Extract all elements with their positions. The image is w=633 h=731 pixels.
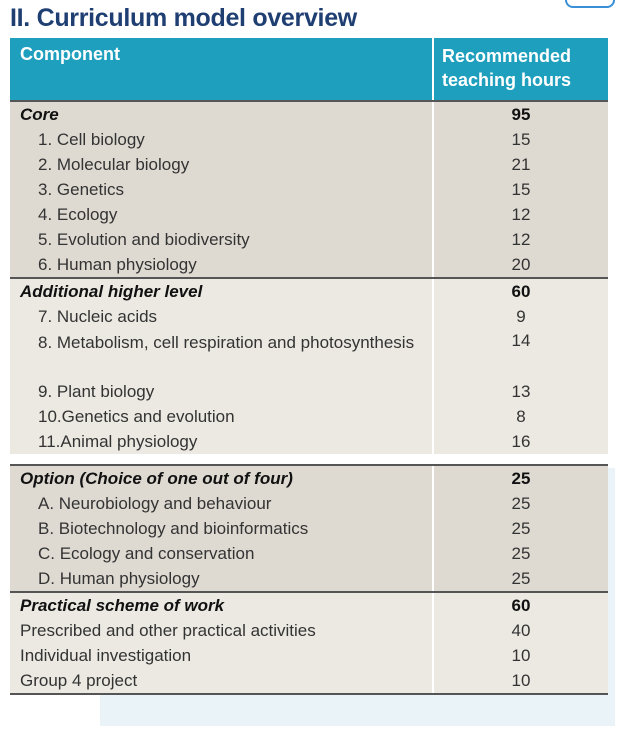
- row-label: C. Ecology and conservation: [10, 541, 434, 566]
- section-heading-row: Option (Choice of one out of four) 25: [10, 466, 608, 491]
- section-option: Option (Choice of one out of four) 25 A.…: [10, 464, 608, 591]
- section-heading-row: Additional higher level 60: [10, 279, 608, 304]
- table-row: 2. Molecular biology 21: [10, 152, 608, 177]
- row-hours: 10: [511, 645, 531, 665]
- row-label: Group 4 project: [10, 668, 434, 693]
- section-heading: Additional higher level: [10, 279, 434, 304]
- row-label: 11.Animal physiology: [10, 429, 434, 454]
- section-gap: [10, 454, 608, 464]
- row-hours: 8: [516, 406, 526, 426]
- section-additional-higher-level: Additional higher level 60 7. Nucleic ac…: [10, 277, 608, 454]
- header-hours: Recommended teaching hours: [442, 46, 572, 90]
- page-title: II. Curriculum model overview: [10, 4, 357, 32]
- section-hours: 25: [511, 468, 531, 488]
- section-core: Core 95 1. Cell biology 15 2. Molecular b…: [10, 100, 608, 277]
- table-row: 10.Genetics and evolution 8: [10, 404, 608, 429]
- row-label: 7. Nucleic acids: [10, 304, 434, 329]
- row-hours: 12: [511, 204, 531, 224]
- header-component: Component: [10, 38, 434, 100]
- row-label: 3. Genetics: [10, 177, 434, 202]
- section-heading: Core: [10, 102, 434, 127]
- row-hours: 14: [511, 331, 531, 350]
- table-row: Individual investigation 10: [10, 643, 608, 668]
- row-label: 1. Cell biology: [10, 127, 434, 152]
- row-label: A. Neurobiology and behaviour: [10, 491, 434, 516]
- table-row: Prescribed and other practical activitie…: [10, 618, 608, 643]
- row-hours: 9: [516, 306, 526, 326]
- row-label: 5. Evolution and biodiversity: [10, 227, 434, 252]
- row-hours: 16: [511, 431, 531, 451]
- row-hours: 25: [511, 518, 531, 538]
- row-label: B. Biotechnology and bioinformatics: [10, 516, 434, 541]
- table-row: 8. Metabolism, cell respiration and phot…: [10, 329, 608, 379]
- row-label: Prescribed and other practical activitie…: [10, 618, 434, 643]
- curriculum-table: Component Recommended teaching hours Cor…: [10, 38, 608, 695]
- section-practical-scheme: Practical scheme of work 60 Prescribed a…: [10, 591, 608, 695]
- table-row: 6. Human physiology 20: [10, 252, 608, 277]
- row-hours: 40: [511, 620, 531, 640]
- table-row: D. Human physiology 25: [10, 566, 608, 591]
- row-hours: 15: [511, 179, 531, 199]
- row-label: D. Human physiology: [10, 566, 434, 591]
- table-row: 3. Genetics 15: [10, 177, 608, 202]
- row-label: Individual investigation: [10, 643, 434, 668]
- section-heading: Practical scheme of work: [10, 593, 434, 618]
- row-hours: 25: [511, 493, 531, 513]
- table-row: 7. Nucleic acids 9: [10, 304, 608, 329]
- table-row: C. Ecology and conservation 25: [10, 541, 608, 566]
- table-row: 4. Ecology 12: [10, 202, 608, 227]
- section-heading-row: Practical scheme of work 60: [10, 593, 608, 618]
- row-hours: 25: [511, 543, 531, 563]
- row-label: 9. Plant biology: [10, 379, 434, 404]
- row-hours: 12: [511, 229, 531, 249]
- row-hours: 20: [511, 254, 531, 274]
- table-row: 11.Animal physiology 16: [10, 429, 608, 454]
- row-hours: 25: [511, 568, 531, 588]
- table-row: 5. Evolution and biodiversity 12: [10, 227, 608, 252]
- table-header: Component Recommended teaching hours: [10, 38, 608, 100]
- row-hours: 21: [511, 154, 531, 174]
- table-row: B. Biotechnology and bioinformatics 25: [10, 516, 608, 541]
- section-heading-row: Core 95: [10, 102, 608, 127]
- section-heading: Option (Choice of one out of four): [10, 466, 434, 491]
- row-hours: 10: [511, 670, 531, 690]
- row-label: 6. Human physiology: [10, 252, 434, 277]
- table-row: 1. Cell biology 15: [10, 127, 608, 152]
- section-hours: 60: [511, 281, 531, 301]
- section-hours: 60: [511, 595, 531, 615]
- row-hours: 13: [511, 381, 531, 401]
- row-label: 2. Molecular biology: [10, 152, 434, 177]
- table-row: A. Neurobiology and behaviour 25: [10, 491, 608, 516]
- row-label: 8. Metabolism, cell respiration and phot…: [10, 329, 434, 379]
- table-row: Group 4 project 10: [10, 668, 608, 693]
- table-row: 9. Plant biology 13: [10, 379, 608, 404]
- row-hours: 15: [511, 129, 531, 149]
- row-label: 4. Ecology: [10, 202, 434, 227]
- corner-tab-decoration: [565, 0, 615, 8]
- row-label: 10.Genetics and evolution: [10, 404, 434, 429]
- section-hours: 95: [511, 104, 531, 124]
